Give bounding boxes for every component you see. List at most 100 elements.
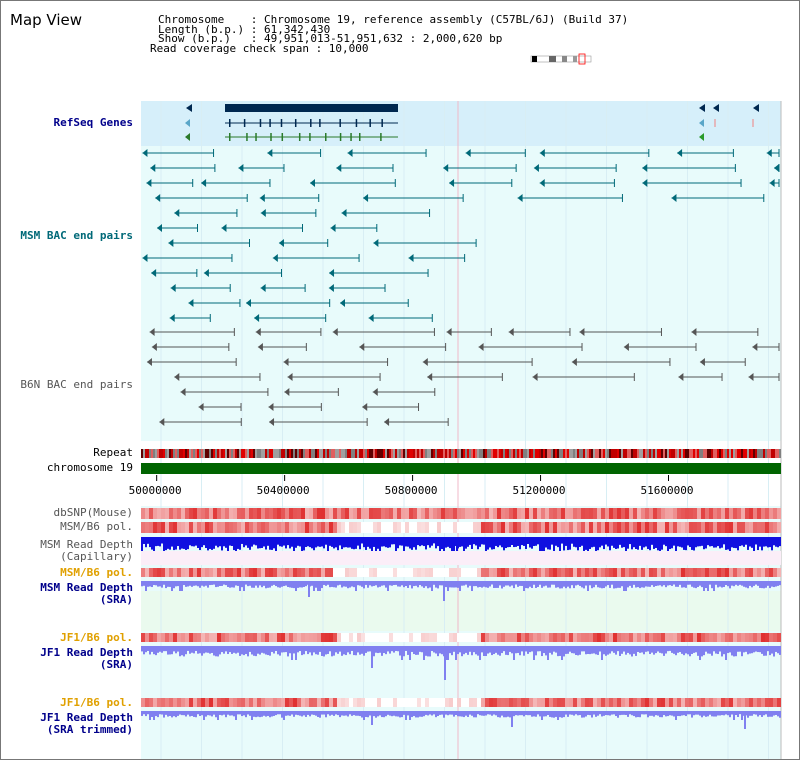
heat-cell <box>297 633 301 642</box>
depth-bar <box>299 646 301 652</box>
heat-cell <box>209 568 213 577</box>
depth-bar <box>233 581 235 588</box>
depth-bar <box>381 537 383 544</box>
depth-bar <box>683 646 685 656</box>
depth-bar <box>147 711 149 715</box>
heat-cell <box>613 633 617 642</box>
depth-bar <box>505 537 507 546</box>
bac-end-arrow-icon <box>623 343 629 351</box>
depth-bar <box>243 646 245 656</box>
heat-cell <box>345 568 349 577</box>
depth-bar <box>177 711 179 716</box>
heat-cell <box>341 568 345 577</box>
heat-cell <box>281 522 285 533</box>
heat-cell <box>573 698 577 707</box>
heat-cell <box>589 633 593 642</box>
axis-tick-label: 51200000 <box>512 484 566 497</box>
repeat-segment <box>623 449 625 458</box>
depth-bar <box>657 537 659 547</box>
depth-bar <box>303 711 305 716</box>
repeat-segment <box>489 449 491 458</box>
depth-bar <box>167 537 169 548</box>
depth-bar <box>679 711 681 717</box>
depth-bar <box>723 711 725 716</box>
chromosome-band <box>141 463 781 474</box>
depth-bar <box>235 581 237 586</box>
heat-cell <box>397 633 401 642</box>
heat-cell <box>569 633 573 642</box>
depth-bar <box>339 711 341 718</box>
depth-bar <box>539 537 541 551</box>
heat-cell <box>405 508 409 519</box>
heat-cell <box>369 698 373 707</box>
depth-bar <box>477 537 479 547</box>
depth-bar <box>709 537 711 545</box>
heat-cell <box>505 522 509 533</box>
depth-bar <box>149 581 151 587</box>
heat-cell <box>337 698 341 707</box>
depth-bar <box>301 646 303 656</box>
depth-bar <box>485 581 487 588</box>
repeat-segment <box>427 449 429 458</box>
depth-bar <box>367 646 369 652</box>
heat-cell <box>221 522 225 533</box>
repeat-segment <box>455 449 457 458</box>
depth-bar <box>351 581 353 587</box>
heat-cell <box>401 522 405 533</box>
heat-cell <box>569 698 573 707</box>
depth-bar <box>743 646 745 653</box>
depth-bar <box>567 581 569 587</box>
depth-bar <box>227 537 229 555</box>
heat-cell <box>361 522 365 533</box>
depth-bar <box>399 537 401 542</box>
depth-bar <box>383 537 385 547</box>
repeat-segment <box>291 449 293 458</box>
depth-bar <box>697 646 699 656</box>
bac-end-arrow-icon <box>146 179 152 187</box>
depth-bar <box>719 711 721 716</box>
repeat-segment <box>203 449 205 458</box>
heat-cell <box>149 568 153 577</box>
repeat-segment <box>253 449 255 458</box>
heat-cell <box>777 633 781 642</box>
depth-bar <box>569 646 571 652</box>
depth-bar <box>233 711 235 717</box>
depth-bar <box>353 646 355 656</box>
heat-cell <box>329 698 333 707</box>
repeat-segment <box>145 449 147 458</box>
repeat-segment <box>709 449 711 458</box>
heat-cell <box>689 522 693 533</box>
depth-bar <box>269 646 271 656</box>
repeat-segment <box>415 449 417 458</box>
heat-cell <box>217 508 221 519</box>
heat-cell <box>709 633 713 642</box>
depth-bar <box>507 581 509 586</box>
depth-bar <box>335 646 337 653</box>
heat-cell <box>217 522 221 533</box>
heat-cell <box>457 568 461 577</box>
heat-cell <box>381 522 385 533</box>
depth-bar <box>663 646 665 656</box>
depth-bar <box>231 646 233 654</box>
heat-cell <box>777 568 781 577</box>
depth-bar <box>491 581 493 585</box>
depth-bar <box>641 581 643 588</box>
depth-bar <box>199 646 201 654</box>
depth-bar <box>227 537 229 546</box>
depth-bar <box>743 581 745 587</box>
depth-bar <box>779 711 781 718</box>
depth-bar <box>735 537 737 546</box>
depth-bar <box>285 581 287 586</box>
repeat-segment <box>651 449 653 458</box>
heat-cell <box>181 568 185 577</box>
heat-cell <box>589 568 593 577</box>
repeat-segment <box>749 449 751 458</box>
depth-bar <box>159 581 161 587</box>
depth-bar <box>689 581 691 585</box>
heat-cell <box>409 522 413 533</box>
depth-bar <box>313 646 315 653</box>
depth-bar <box>459 711 461 717</box>
chromosome-ideogram-icon[interactable] <box>529 53 593 65</box>
depth-bar <box>487 646 489 654</box>
